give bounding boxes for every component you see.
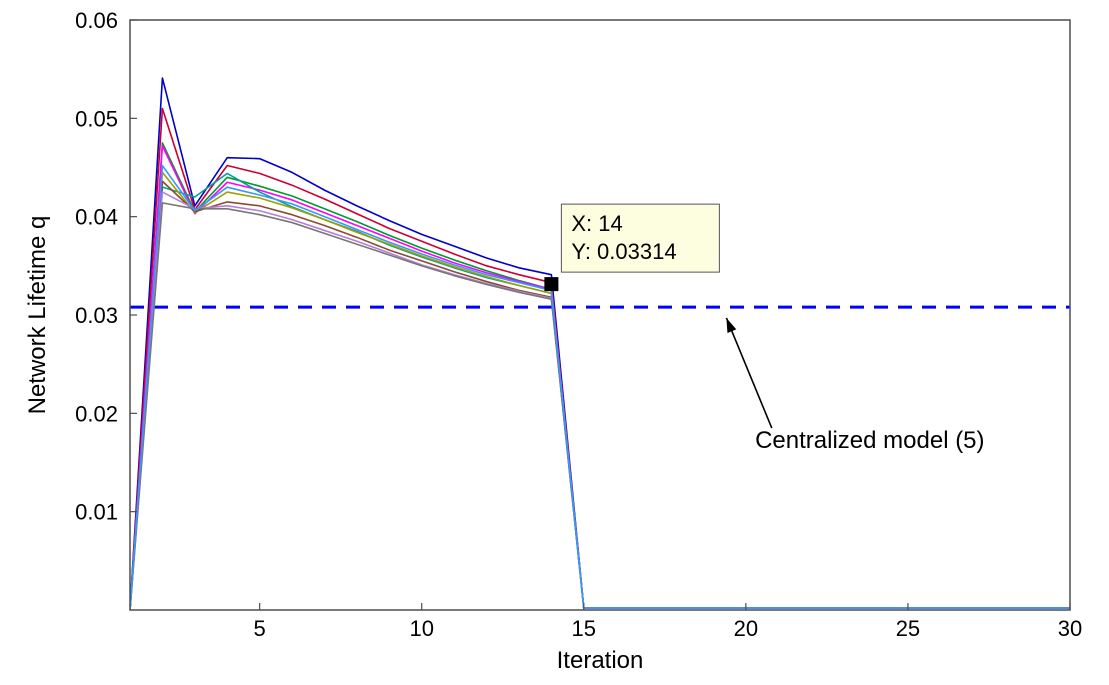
y-axis-label: Network Lifetime q — [24, 216, 51, 415]
x-tick-label: 25 — [896, 616, 920, 641]
y-tick-label: 0.05 — [75, 106, 118, 131]
y-tick-label: 0.01 — [75, 500, 118, 525]
datatip-y-text: Y: 0.03314 — [571, 239, 676, 264]
x-tick-label: 15 — [572, 616, 596, 641]
line-chart: 5 10 15 20 25 30 0.01 0.02 0.03 0.04 0.05 0.06 Itera… — [0, 0, 1109, 685]
y-tick-label: 0.02 — [75, 401, 118, 426]
y-tick-label: 0.04 — [75, 205, 118, 230]
annotation-text: Centralized model (5) — [755, 427, 984, 454]
chart-container: 5 10 15 20 25 30 0.01 0.02 0.03 0.04 0.05 0.06 Itera… — [0, 0, 1109, 685]
x-tick-label: 5 — [254, 616, 266, 641]
chart-background — [0, 0, 1109, 685]
datatip-x-text: X: 14 — [571, 211, 622, 236]
x-tick-label: 20 — [734, 616, 758, 641]
x-axis-label: Iteration — [557, 647, 644, 674]
y-tick-label: 0.03 — [75, 303, 118, 328]
y-tick-label: 0.06 — [75, 8, 118, 33]
x-tick-label: 30 — [1058, 616, 1082, 641]
x-tick-label: 10 — [409, 616, 433, 641]
datatip-marker[interactable] — [544, 277, 558, 291]
